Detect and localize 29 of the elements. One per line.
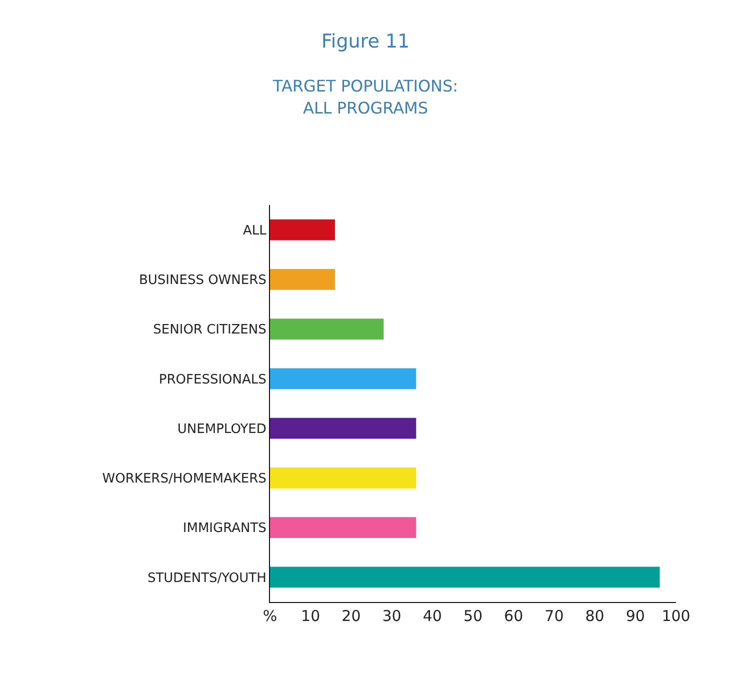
bar [270,219,335,240]
x-tick-label: 70 [544,607,564,625]
x-tick-label: 10 [301,607,320,625]
y-tick-label: IMMIGRANTS [182,521,266,536]
y-tick-label: BUSINESS OWNERS [138,272,266,288]
chart-subtitle: TARGET POPULATIONS: ALL PROGRAMS [272,76,458,118]
x-tick-label: 100 [662,607,690,625]
bar [270,566,660,588]
y-tick-label: STUDENTS/YOUTH [147,570,266,586]
x-tick-label: 90 [626,607,645,625]
y-tick-label: UNEMPLOYED [177,422,266,437]
bar [270,269,335,290]
bar [270,418,416,439]
y-tick-label: SENIOR CITIZENS [153,322,266,338]
x-tick-label: 40 [422,607,442,625]
y-tick-label: PROFESSIONALS [158,372,266,388]
x-tick-label: 20 [342,607,361,625]
x-tick-label: 60 [504,607,524,625]
bar [270,368,416,390]
x-tick-label: 50 [463,607,483,625]
bar [270,517,416,538]
bar [270,468,416,488]
y-tick-label: WORKERS/HOMEMAKERS [102,471,266,486]
y-tick-label: ALL [243,223,268,238]
chart-title: Figure 11 [321,30,410,52]
x-tick-label: 80 [585,607,604,625]
x-tick-label: 30 [382,607,402,625]
bar [270,318,384,340]
x-tick-label: % [262,607,278,625]
